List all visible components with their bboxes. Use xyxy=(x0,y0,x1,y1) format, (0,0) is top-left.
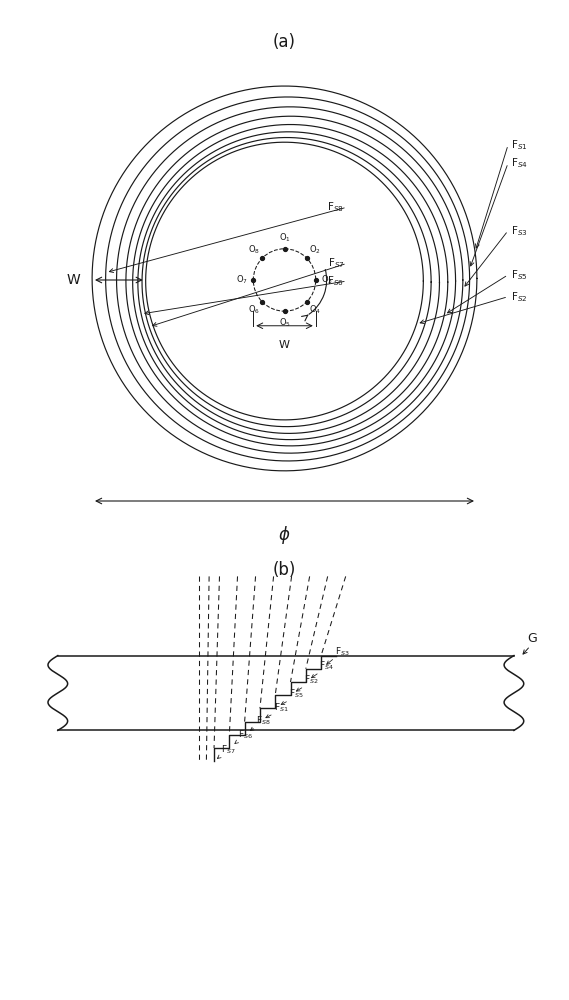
Text: O$_{7}$: O$_{7}$ xyxy=(236,274,248,286)
Text: F$_{S4}$: F$_{S4}$ xyxy=(319,660,335,672)
Text: F$_{S7}$: F$_{S7}$ xyxy=(221,743,236,756)
Text: O$_{8}$: O$_{8}$ xyxy=(248,244,261,256)
Text: F$_{S8}$: F$_{S8}$ xyxy=(255,714,270,727)
Text: F$_{S7}$: F$_{S7}$ xyxy=(328,256,344,270)
Text: F$_{S6}$: F$_{S6}$ xyxy=(237,729,253,741)
Text: F$_{S6}$: F$_{S6}$ xyxy=(328,274,344,288)
Text: G: G xyxy=(527,632,537,645)
Text: F$_{S2}$: F$_{S2}$ xyxy=(511,290,527,304)
Text: F$_{S1}$: F$_{S1}$ xyxy=(511,138,527,152)
Text: O$_{5}$: O$_{5}$ xyxy=(279,316,290,329)
Text: $\phi$: $\phi$ xyxy=(278,524,291,546)
Text: O$_{2}$: O$_{2}$ xyxy=(309,244,320,256)
Text: O$_{3}$: O$_{3}$ xyxy=(321,274,333,286)
Text: F$_{S3}$: F$_{S3}$ xyxy=(335,645,349,658)
Text: F$_{S3}$: F$_{S3}$ xyxy=(511,224,527,237)
Text: O$_{6}$: O$_{6}$ xyxy=(248,304,261,316)
Text: F$_{S4}$: F$_{S4}$ xyxy=(511,156,527,170)
Text: F$_{S5}$: F$_{S5}$ xyxy=(511,268,527,282)
Text: W: W xyxy=(279,340,290,350)
Text: (b): (b) xyxy=(273,561,296,579)
Text: O$_{1}$: O$_{1}$ xyxy=(279,231,290,244)
Text: F$_{S8}$: F$_{S8}$ xyxy=(328,200,344,214)
Text: O$_{4}$: O$_{4}$ xyxy=(308,304,321,316)
Text: (a): (a) xyxy=(273,33,296,51)
Text: F$_{S5}$: F$_{S5}$ xyxy=(289,688,304,700)
Text: F$_{S2}$: F$_{S2}$ xyxy=(304,674,319,686)
Text: F$_{S1}$: F$_{S1}$ xyxy=(274,701,288,714)
Text: W: W xyxy=(67,273,81,287)
